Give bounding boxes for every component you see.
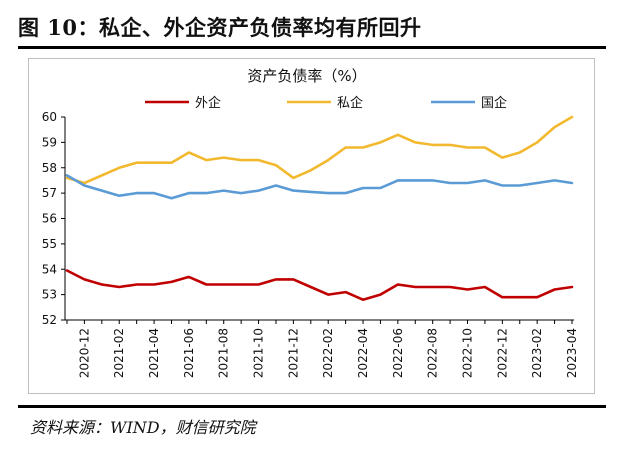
line-chart: 资产负债率（%） 外企 私企 国企 52 53 54 55 56 57 58 59 60 2020-1… — [42, 67, 579, 378]
legend: 外企 私企 国企 — [145, 95, 507, 111]
x-tick-label: 2022-02 — [321, 328, 335, 378]
y-tick-label: 55 — [42, 237, 57, 251]
x-tick-label: 2021-04 — [147, 328, 161, 378]
chart-frame: 资产负债率（%） 外企 私企 国企 52 53 54 55 56 57 58 59 60 2020-1… — [28, 58, 595, 394]
series-line-3 — [65, 174, 574, 200]
x-tick-label: 2020-12 — [77, 328, 91, 378]
x-tick-label: 2023-02 — [530, 328, 544, 378]
x-tick-label: 2022-08 — [426, 328, 440, 378]
x-tick-label: 2023-04 — [565, 328, 579, 378]
x-tick-label: 2021-10 — [252, 328, 266, 378]
y-tick-label: 54 — [42, 262, 57, 276]
x-tick-label: 2021-12 — [286, 328, 300, 378]
y-tick-label: 58 — [42, 161, 57, 175]
top-rule — [18, 46, 606, 49]
x-tick-label: 2022-06 — [391, 328, 405, 378]
y-tick-label: 52 — [42, 313, 57, 327]
y-tick-label: 59 — [42, 135, 57, 149]
figure-title: 图 10：私企、外企资产负债率均有所回升 — [18, 15, 422, 40]
y-tick-label: 60 — [42, 110, 57, 124]
x-tick-label: 2022-10 — [461, 328, 475, 378]
axes: 52 53 54 55 56 57 58 59 60 2020-12 2021-02 2021-04 2… — [42, 110, 579, 378]
series-layer — [65, 115, 574, 301]
y-tick-label: 56 — [42, 212, 57, 226]
x-tick-label: 2021-08 — [217, 328, 231, 378]
x-tick-label: 2022-04 — [356, 328, 370, 378]
series-line-2 — [65, 115, 574, 185]
bottom-rule — [18, 405, 606, 408]
legend-label: 外企 — [195, 95, 221, 111]
x-tick-label: 2021-02 — [112, 328, 126, 378]
y-tick-label: 53 — [42, 288, 57, 302]
chart-title: 资产负债率（%） — [247, 67, 366, 85]
x-tick-label: 2022-12 — [495, 328, 509, 378]
legend-label: 国企 — [481, 95, 507, 111]
source-note: 资料来源：WIND，财信研究院 — [30, 418, 256, 437]
y-tick-label: 57 — [42, 186, 57, 200]
series-line-1 — [65, 269, 574, 301]
legend-label: 私企 — [337, 95, 363, 111]
x-tick-label: 2021-06 — [182, 328, 196, 378]
